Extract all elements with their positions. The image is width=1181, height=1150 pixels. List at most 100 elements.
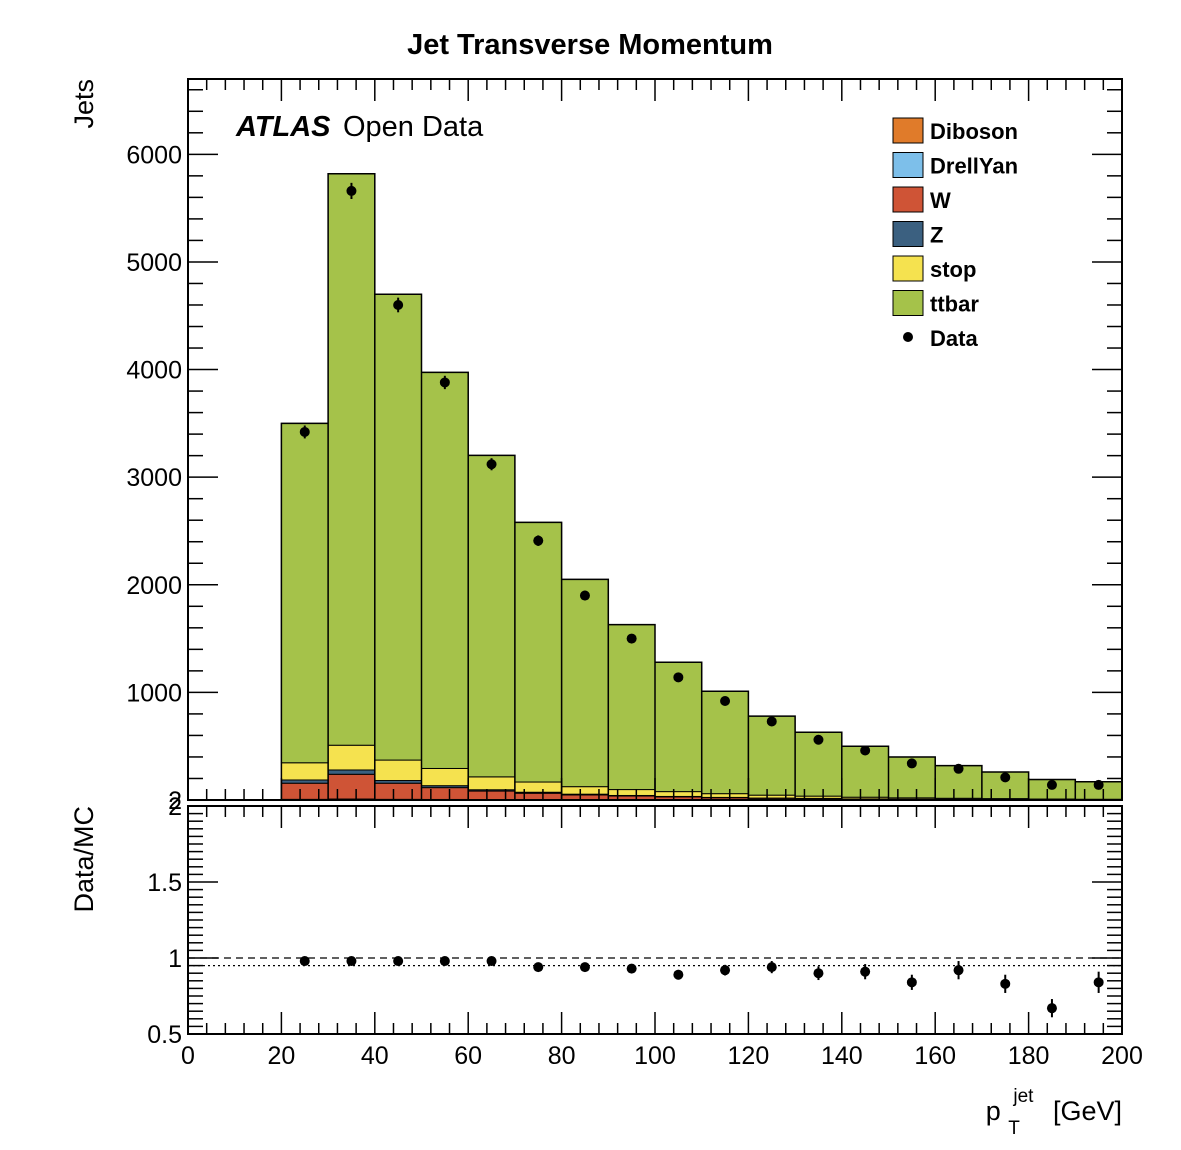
ratio-y-tick-label: 1 xyxy=(168,945,182,973)
ratio-reference-lines xyxy=(188,957,1122,967)
y-tick-label: 2000 xyxy=(126,572,182,600)
chart-title: Jet Transverse Momentum xyxy=(407,29,773,61)
y-tick-label: 4000 xyxy=(126,357,182,385)
y-tick-label: 1000 xyxy=(126,679,182,707)
ratio-point xyxy=(1093,977,1104,988)
legend-label: Diboson xyxy=(930,119,1018,144)
ratio-y-tick-label: 0.5 xyxy=(147,1021,182,1049)
x-tick-label: 140 xyxy=(821,1042,863,1070)
bar-ttbar-6 xyxy=(467,454,516,778)
x-tick-label: 200 xyxy=(1101,1042,1143,1070)
legend-swatch-diboson xyxy=(892,117,924,144)
legend-label: stop xyxy=(930,257,976,282)
stacked-histogram xyxy=(280,173,1123,801)
x-tick-label: 0 xyxy=(181,1042,195,1070)
bar-stop-6 xyxy=(467,776,516,791)
x-axis-label-sup: jet xyxy=(1012,1086,1034,1107)
data-point xyxy=(346,185,357,196)
ratio-y-tick-label: 2 xyxy=(168,793,182,821)
x-axis-label-unit: [GeV] xyxy=(1053,1096,1122,1126)
ratio-point xyxy=(486,956,497,967)
legend-label: ttbar xyxy=(930,292,979,317)
ratio-point xyxy=(439,956,450,967)
data-point xyxy=(720,695,731,706)
ratio-point xyxy=(860,966,871,977)
bar-ttbar-2 xyxy=(280,422,329,764)
x-tick-label: 100 xyxy=(634,1042,676,1070)
bar-w-2 xyxy=(280,782,329,800)
ratio-point xyxy=(720,965,731,976)
bar-w-4 xyxy=(374,782,422,800)
x-tick-label: 120 xyxy=(728,1042,770,1070)
y-tick-label: 5000 xyxy=(126,249,182,277)
ratio-point xyxy=(1000,978,1011,989)
ratio-point xyxy=(299,956,310,967)
data-point xyxy=(439,377,450,388)
bar-ttbar-9 xyxy=(607,624,656,791)
main-plot-area: 2 1000 2000 3000 4000 5000 6000 xyxy=(126,78,1123,815)
svg-text:ATLAS Open Data: ATLAS Open Data xyxy=(235,111,484,143)
ratio-axis-ticks xyxy=(187,805,1123,1035)
bar-w-3 xyxy=(327,773,376,800)
bar-w-7 xyxy=(514,792,563,801)
bar-stop-3 xyxy=(327,744,376,771)
bar-ttbar-11 xyxy=(701,690,749,795)
ratio-plot-area: 0.5 1 1.5 2 0 20 40 60 80 100 120 140 160 180 200 xyxy=(147,793,1143,1070)
x-tick-label: 60 xyxy=(454,1042,482,1070)
bar-stop-8 xyxy=(561,786,609,795)
x-tick-label: 40 xyxy=(361,1042,389,1070)
data-point xyxy=(299,426,310,437)
x-tick-label: 160 xyxy=(914,1042,956,1070)
ratio-point xyxy=(673,969,684,980)
bar-stop-5 xyxy=(421,767,469,787)
bar-ttbar-4 xyxy=(374,293,422,761)
data-point xyxy=(1046,779,1057,790)
data-point xyxy=(766,716,777,727)
bar-stop-10 xyxy=(654,791,703,797)
atlas-label-bold: ATLAS xyxy=(235,111,331,143)
ratio-point xyxy=(906,977,917,988)
bar-stop-2 xyxy=(280,762,329,781)
ratio-data-points xyxy=(299,956,1104,1018)
ratio-point xyxy=(393,956,404,967)
main-axis-ticks xyxy=(187,79,1123,801)
ratio-y-tick-label: 1.5 xyxy=(147,869,182,897)
ratio-point xyxy=(626,963,637,974)
bar-ttbar-8 xyxy=(561,578,609,788)
legend-swatch-ttbar xyxy=(892,290,924,316)
ratio-point xyxy=(579,962,590,973)
ratio-point xyxy=(346,956,357,967)
data-point xyxy=(393,299,404,310)
bar-stop-7 xyxy=(514,781,563,793)
atlas-open-data-label: ATLAS Open Data xyxy=(235,111,484,143)
x-axis-label-sub: T xyxy=(1008,1118,1020,1139)
y-tick-label: 6000 xyxy=(126,141,182,169)
data-points xyxy=(299,182,1104,790)
bar-ttbar-5 xyxy=(421,371,469,769)
ratio-point xyxy=(813,968,824,979)
data-point xyxy=(906,758,917,769)
y-axis-label: Jets xyxy=(69,79,99,129)
ratio-point xyxy=(533,962,544,973)
y-tick-label: 3000 xyxy=(126,464,182,492)
bar-stop-11 xyxy=(701,793,749,798)
data-point xyxy=(860,745,871,756)
x-axis-label: p T jet [GeV] xyxy=(986,1078,1122,1140)
legend-label: Z xyxy=(930,223,943,248)
legend-marker-data xyxy=(903,332,913,342)
bar-ttbar-7 xyxy=(514,521,563,783)
ratio-point xyxy=(953,965,964,976)
svg-text:p T jet [GeV: p T jet [GeV] xyxy=(986,1078,1122,1140)
legend-swatch-z xyxy=(892,221,924,247)
legend-swatch-stop xyxy=(892,255,924,282)
x-tick-label: 180 xyxy=(1008,1042,1050,1070)
data-point xyxy=(533,535,544,546)
data-point xyxy=(579,590,590,601)
x-tick-labels: 0 20 40 60 80 100 120 140 160 180 200 xyxy=(181,1042,1143,1070)
bar-ttbar-12 xyxy=(747,715,796,796)
data-point xyxy=(673,672,684,683)
y-tick-label: 2 xyxy=(168,787,182,815)
data-point xyxy=(626,633,637,644)
